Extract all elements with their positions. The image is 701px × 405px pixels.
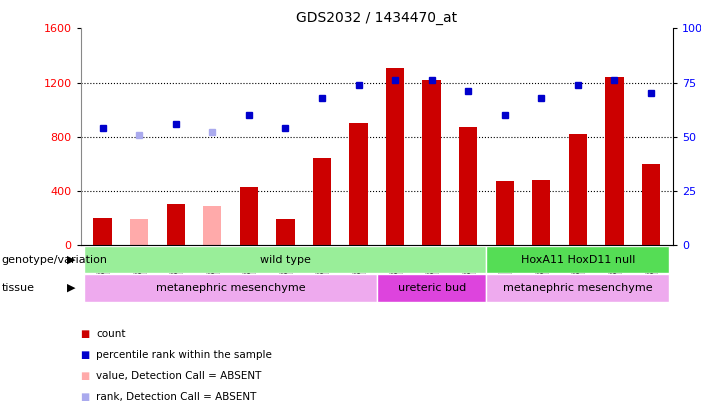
Text: genotype/variation: genotype/variation (1, 255, 107, 264)
Text: rank, Detection Call = ABSENT: rank, Detection Call = ABSENT (96, 392, 257, 402)
Text: metanephric mesenchyme: metanephric mesenchyme (156, 283, 306, 293)
Bar (496, 181, 514, 245)
Bar (569, 134, 587, 245)
Title: GDS2032 / 1434470_at: GDS2032 / 1434470_at (297, 11, 457, 25)
Bar (606, 77, 624, 245)
Bar (349, 123, 367, 245)
Bar (642, 164, 660, 245)
Bar (313, 158, 331, 245)
Text: tissue: tissue (1, 283, 34, 293)
Bar (486, 274, 669, 302)
Bar (240, 187, 258, 245)
Text: HoxA11 HoxD11 null: HoxA11 HoxD11 null (521, 255, 635, 264)
Bar (84, 246, 486, 273)
Text: ureteric bud: ureteric bud (397, 283, 465, 293)
Bar (276, 219, 294, 245)
Bar (84, 274, 377, 302)
Bar (386, 68, 404, 245)
Text: value, Detection Call = ABSENT: value, Detection Call = ABSENT (96, 371, 261, 381)
Bar (486, 246, 669, 273)
Text: ■: ■ (81, 329, 90, 339)
Text: percentile rank within the sample: percentile rank within the sample (96, 350, 272, 360)
Text: metanephric mesenchyme: metanephric mesenchyme (503, 283, 653, 293)
Bar (167, 205, 185, 245)
Bar (377, 274, 486, 302)
Bar (203, 206, 222, 245)
Text: wild type: wild type (260, 255, 311, 264)
Bar (532, 180, 550, 245)
Bar (130, 219, 148, 245)
Text: ■: ■ (81, 350, 90, 360)
Bar (423, 80, 441, 245)
Bar (459, 127, 477, 245)
Text: ▶: ▶ (67, 255, 76, 264)
Text: ■: ■ (81, 392, 90, 402)
Text: ▶: ▶ (67, 283, 76, 293)
Text: count: count (96, 329, 125, 339)
Text: ■: ■ (81, 371, 90, 381)
Bar (93, 218, 111, 245)
